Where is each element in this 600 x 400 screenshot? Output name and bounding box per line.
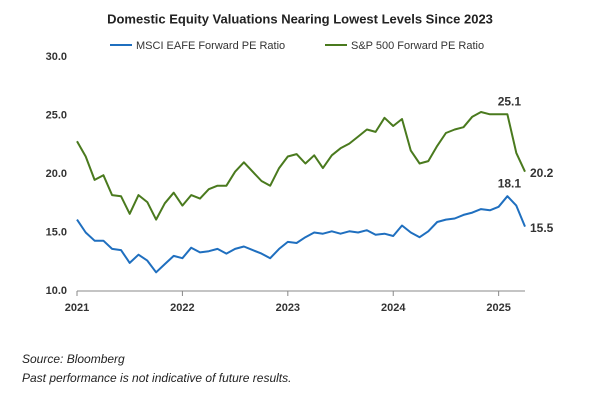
series-line (76, 111, 526, 221)
y-tick-label: 10.0 (46, 285, 67, 297)
y-tick-label: 30.0 (46, 51, 67, 63)
value-label: 25.1 (498, 95, 522, 109)
source: Source: Bloomberg (22, 352, 125, 366)
value-label: 15.5 (530, 221, 554, 235)
value-label: 20.2 (530, 166, 554, 180)
x-tick-label: 2022 (170, 302, 194, 314)
legend-label: MSCI EAFE Forward PE Ratio (136, 40, 285, 52)
value-label: 18.1 (498, 176, 522, 190)
x-tick-label: 2023 (276, 302, 300, 314)
y-tick-label: 15.0 (46, 226, 67, 238)
x-tick-label: 2024 (381, 302, 406, 314)
x-tick-label: 2021 (65, 302, 89, 314)
y-tick-label: 20.0 (46, 168, 67, 180)
y-tick-label: 25.0 (46, 109, 67, 121)
legend-label: S&P 500 Forward PE Ratio (351, 40, 484, 52)
note: Past performance is not indicative of fu… (22, 371, 291, 385)
chart-title: Domestic Equity Valuations Nearing Lowes… (107, 11, 493, 26)
x-tick-label: 2025 (486, 302, 510, 314)
series-line (76, 195, 526, 274)
